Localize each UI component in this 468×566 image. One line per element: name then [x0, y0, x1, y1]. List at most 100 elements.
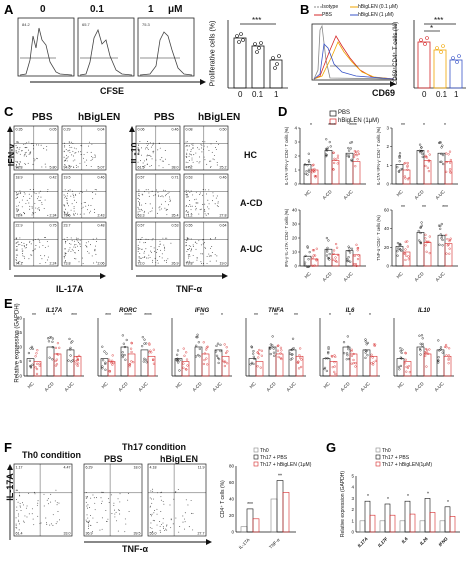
- dot-hbig: [148, 343, 151, 346]
- quad-ul: 0.57: [138, 224, 145, 228]
- flow-event: [26, 244, 27, 246]
- flow-event: [33, 192, 35, 194]
- flow-event: [172, 523, 174, 525]
- flow-event: [182, 521, 184, 523]
- quad-lr: 5.07: [98, 166, 105, 170]
- dot-pbs: [349, 260, 352, 263]
- flow-event: [19, 153, 21, 155]
- dot-pbs: [70, 341, 73, 344]
- dot-pbs: [326, 246, 329, 250]
- flow-event: [70, 243, 72, 245]
- dot-pbs: [345, 258, 349, 261]
- dot-pbs: [71, 340, 74, 343]
- flow-event: [86, 497, 88, 499]
- flow-event: [139, 204, 141, 206]
- flow-event: [83, 213, 85, 215]
- dot-pbs: [441, 351, 444, 354]
- dot-hbig: [56, 342, 60, 345]
- dot-pbs: [438, 141, 441, 144]
- flow-event: [144, 256, 146, 258]
- dot-pbs: [328, 258, 331, 261]
- dot-pbs: [418, 143, 422, 146]
- panel-C-head-hbig-left: hBigLEN: [78, 112, 121, 123]
- dot-pbs: [327, 350, 330, 354]
- panel-F-pbs: PBS: [104, 454, 123, 464]
- sig: *: [387, 497, 389, 503]
- flow-event: [24, 154, 26, 155]
- dot-pbs: [440, 237, 443, 240]
- flow-event: [151, 251, 152, 253]
- dot-hbig: [445, 152, 448, 155]
- dot-pbs: [196, 336, 199, 339]
- flow-event: [201, 263, 203, 265]
- dot-pbs: [144, 358, 148, 361]
- flow-event: [175, 491, 177, 493]
- dot-pbs: [216, 356, 220, 360]
- dot-hbig: [331, 365, 334, 369]
- flow-event: [69, 141, 71, 143]
- flow-event: [28, 492, 30, 494]
- flow-event: [144, 250, 146, 252]
- dot-hbig: [56, 352, 59, 356]
- flow-event: [27, 162, 29, 164]
- flow-event: [85, 519, 87, 521]
- flow-event: [192, 244, 194, 246]
- panel-A-xtick-2: 1: [274, 90, 279, 99]
- flow-event: [23, 256, 25, 258]
- flow-event: [38, 192, 40, 194]
- ytick: 0: [19, 374, 22, 379]
- flow-event: [86, 159, 88, 161]
- dot-pbs: [214, 350, 218, 353]
- flow-event: [38, 246, 40, 248]
- flow-event: [82, 206, 84, 208]
- flow-event: [138, 194, 139, 196]
- flow-event: [87, 504, 89, 506]
- dot-pbs: [347, 249, 350, 253]
- flow-event: [44, 163, 46, 165]
- flow-event: [75, 193, 76, 195]
- dot-pbs: [141, 336, 144, 339]
- flow-event: [137, 149, 139, 151]
- bar: [409, 513, 416, 533]
- dot-hbig: [449, 168, 452, 171]
- dot-hbig: [354, 263, 358, 266]
- flow-event: [45, 262, 47, 264]
- xtick: A-CD: [413, 189, 425, 201]
- flow-event: [44, 255, 46, 257]
- flow-event: [152, 151, 154, 152]
- flow-event: [204, 203, 206, 205]
- flow-event: [16, 527, 18, 529]
- flow-event: [206, 262, 208, 264]
- flow-event: [17, 263, 19, 264]
- flow-event: [70, 165, 72, 167]
- dot-hbig: [444, 343, 448, 347]
- flow-event: [17, 515, 19, 517]
- flow-event: [86, 521, 88, 523]
- quad-lr: 35.4: [172, 214, 179, 218]
- ytick: 2: [351, 507, 354, 512]
- dot-hbig: [425, 350, 428, 354]
- flow-event: [160, 496, 162, 498]
- flow-event: [29, 240, 31, 242]
- flow-event: [162, 526, 164, 528]
- flow-event: [157, 191, 159, 193]
- flow-event: [188, 255, 190, 257]
- flow-event: [149, 497, 151, 499]
- flow-event: [185, 189, 187, 191]
- flow-event: [18, 205, 20, 207]
- dot-hbig: [355, 243, 358, 246]
- flow-event: [70, 237, 72, 239]
- flow-event: [64, 145, 66, 147]
- ytick: 0: [294, 264, 297, 269]
- flow-event: [144, 165, 146, 167]
- flow-event: [212, 158, 214, 160]
- bar-hbig: [127, 353, 136, 377]
- dot-hbig: [223, 361, 226, 364]
- flow-event: [141, 147, 142, 149]
- dot-pbs: [216, 342, 220, 345]
- dot-pbs: [145, 361, 148, 364]
- flow-event: [183, 518, 185, 520]
- flow-event: [66, 157, 68, 159]
- flow-event: [184, 521, 186, 523]
